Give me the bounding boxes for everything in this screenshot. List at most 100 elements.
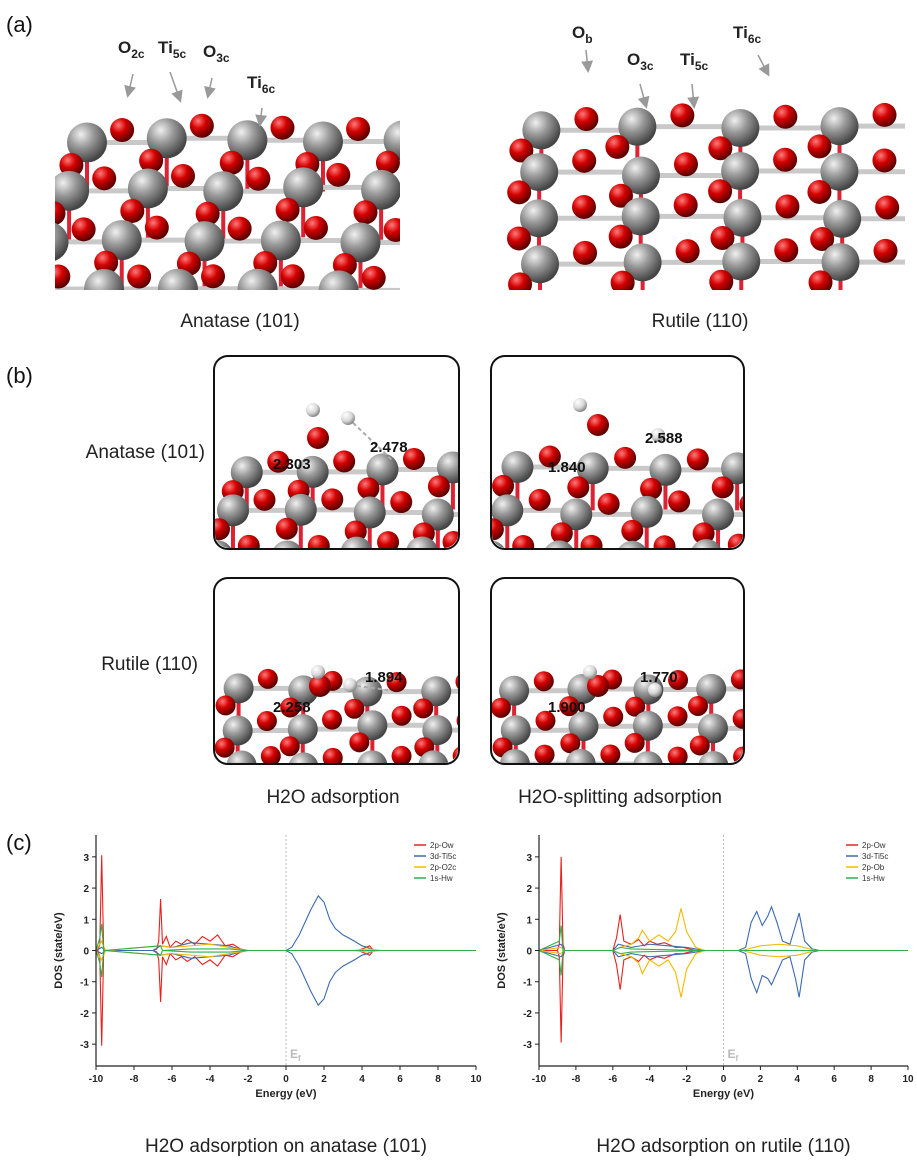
atom [909, 226, 917, 250]
x-tick-label: 0 [721, 1074, 727, 1085]
atom [508, 272, 532, 296]
atom [535, 745, 555, 765]
atom [42, 201, 66, 225]
atom [392, 706, 412, 726]
atom [384, 218, 408, 242]
x-tick-label: -10 [89, 1074, 104, 1085]
atom [410, 773, 430, 793]
atom [654, 535, 676, 557]
atom [507, 226, 531, 250]
atom [614, 447, 636, 469]
y-tick-label: 3 [83, 853, 89, 864]
atom [681, 563, 703, 585]
legend-label: 3d-Ti5c [430, 852, 456, 861]
atom [773, 148, 797, 172]
arrow [586, 50, 588, 70]
crystal [491, 669, 848, 804]
atom [145, 216, 169, 240]
panel-label: (b) [6, 363, 33, 388]
atom [120, 199, 144, 223]
atom [428, 475, 450, 497]
atom [349, 732, 369, 752]
arrow [170, 72, 180, 100]
caption: Anatase (101) [180, 311, 299, 332]
y-tick-label: -2 [523, 1009, 532, 1020]
x-tick-label: 0 [283, 1074, 289, 1085]
atom [110, 118, 134, 142]
atom [418, 750, 448, 780]
arrow [128, 74, 133, 95]
y-tick-label: -2 [80, 1009, 89, 1020]
fermi-label-base: E [290, 1047, 298, 1061]
crystal [465, 446, 809, 599]
atom [872, 148, 896, 172]
atom [246, 167, 270, 191]
atom [475, 541, 507, 573]
atom [190, 114, 214, 138]
atom [92, 166, 116, 190]
atom [276, 198, 300, 222]
panel-label: (a) [6, 12, 33, 37]
atom [479, 773, 499, 793]
atom [258, 669, 278, 689]
atom [321, 488, 343, 510]
atom-label: Ti6c [733, 23, 761, 46]
atom [874, 239, 898, 263]
atom [473, 446, 495, 468]
atom [362, 266, 386, 290]
atom [322, 710, 342, 730]
atom [288, 752, 318, 782]
atom [616, 541, 648, 573]
atom [625, 733, 645, 753]
atom [767, 678, 797, 708]
atom [238, 535, 260, 557]
x-tick-label: -6 [168, 1074, 177, 1085]
atom [676, 239, 700, 263]
atom [72, 217, 96, 241]
atom [907, 271, 917, 295]
y-tick-label: 1 [526, 915, 532, 926]
atom [29, 222, 69, 262]
x-tick-label: 6 [397, 1074, 403, 1085]
atom [698, 751, 728, 781]
dos-curve [539, 951, 908, 998]
atom [731, 669, 751, 689]
atom [304, 216, 328, 240]
atom [3, 269, 43, 309]
atom-label: O2c [118, 38, 145, 61]
bond-length: 1.894 [365, 669, 403, 686]
crystal [192, 446, 523, 598]
atom [687, 448, 709, 470]
x-tick-label: -8 [571, 1074, 580, 1085]
atom [668, 490, 690, 512]
atom [171, 164, 195, 188]
x-tick-label: -4 [206, 1074, 215, 1085]
atom [633, 751, 663, 781]
atom [611, 271, 635, 295]
atom [427, 116, 451, 140]
y-tick-label: -1 [80, 978, 89, 989]
crystal [507, 102, 917, 309]
atom [84, 269, 124, 309]
atom [332, 561, 354, 583]
atom [529, 489, 551, 511]
atom [308, 535, 330, 557]
crystal [0, 114, 482, 341]
dos-curve [96, 941, 476, 950]
atom [809, 270, 833, 294]
x-axis-label: Energy (eV) [693, 1088, 754, 1100]
atom [390, 491, 412, 513]
atom [572, 149, 596, 173]
x-axis-label: Energy (eV) [255, 1088, 316, 1100]
legend-label: 2p-Ow [430, 841, 454, 850]
atom [216, 695, 236, 715]
atom [346, 117, 370, 141]
atom [413, 698, 433, 718]
atom [76, 299, 100, 323]
atom [228, 217, 252, 241]
atom [512, 535, 534, 557]
x-tick-label: -10 [532, 1074, 547, 1085]
atom [208, 518, 230, 540]
atom [802, 673, 822, 693]
bond-length: 1.900 [548, 699, 586, 716]
